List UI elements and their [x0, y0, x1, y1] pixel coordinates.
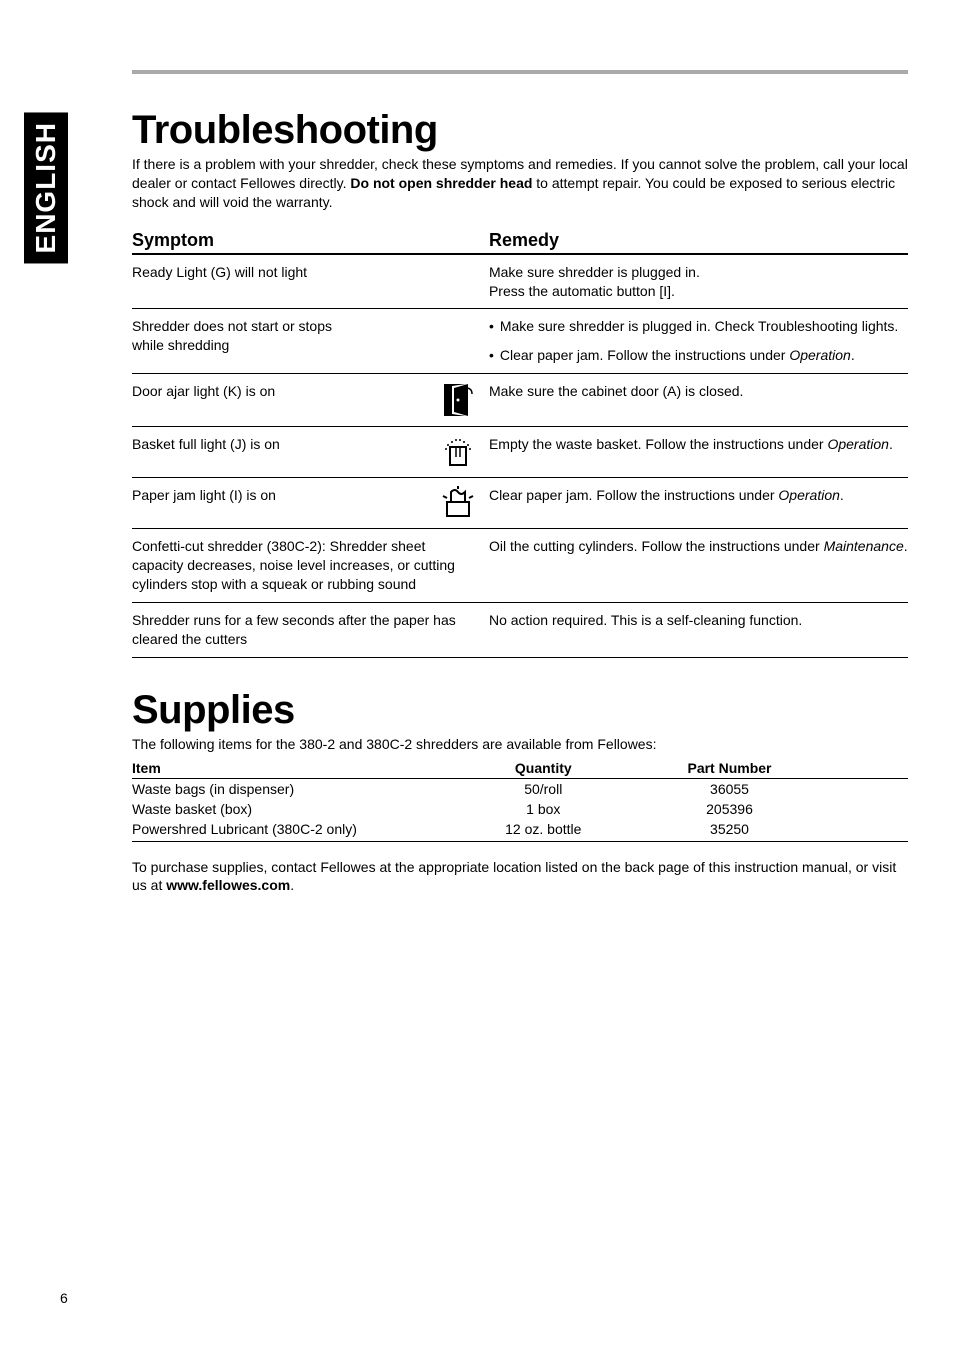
- supplies-intro: The following items for the 380-2 and 38…: [132, 735, 908, 754]
- cell-qty: 50/roll: [458, 781, 629, 797]
- cell-qty: 1 box: [458, 801, 629, 817]
- header-part: Part Number: [629, 760, 831, 776]
- symptom-text: Confetti-cut shredder (380C-2): Shredder…: [132, 537, 479, 594]
- header-qty: Quantity: [458, 760, 629, 776]
- paper-jam-icon: [437, 486, 479, 520]
- door-ajar-icon: [437, 382, 479, 418]
- bullet-text-a: Clear paper jam. Follow the instructions…: [500, 347, 789, 363]
- symptom-text: Shredder does not start or stops while s…: [132, 317, 479, 355]
- remedy-text: Empty the waste basket. Follow the instr…: [489, 435, 908, 454]
- symptom-line: while shredding: [132, 336, 479, 355]
- page-number: 6: [60, 1290, 68, 1306]
- remedy-text: Make sure shredder is plugged in. Press …: [489, 263, 908, 301]
- table-row: Basket full light (J) is on Empty the wa…: [132, 427, 908, 478]
- remedy-text: No action required. This is a self-clean…: [489, 611, 908, 630]
- remedy-text: Make sure the cabinet door (A) is closed…: [489, 382, 908, 401]
- remedy-italic: Maintenance: [824, 538, 904, 554]
- footer-bold: www.fellowes.com: [166, 877, 290, 893]
- remedy-bullet: • Make sure shredder is plugged in. Chec…: [489, 317, 908, 336]
- supplies-row: Waste basket (box) 1 box 205396: [132, 799, 908, 819]
- symptom-text: Paper jam light (I) is on: [132, 486, 423, 505]
- cell-part: 35250: [629, 821, 831, 837]
- bullet-text: Make sure shredder is plugged in. Check …: [500, 317, 898, 336]
- table-row: Ready Light (G) will not light Make sure…: [132, 255, 908, 310]
- cell-item: Powershred Lubricant (380C-2 only): [132, 821, 458, 837]
- table-row: Shredder runs for a few seconds after th…: [132, 603, 908, 658]
- remedy-italic: Operation: [778, 487, 839, 503]
- supplies-footer: To purchase supplies, contact Fellowes a…: [132, 858, 908, 896]
- symptom-line: Shredder does not start or stops: [132, 317, 479, 336]
- remedy-bullet: • Clear paper jam. Follow the instructio…: [489, 346, 908, 365]
- supplies-heading: Supplies: [132, 688, 908, 733]
- remedy-italic: Operation: [827, 436, 888, 452]
- table-row: Door ajar light (K) is on Make sure the …: [132, 374, 908, 427]
- basket-full-icon: [437, 435, 479, 469]
- supplies-row: Waste bags (in dispenser) 50/roll 36055: [132, 779, 908, 799]
- bullet-dot: •: [489, 346, 494, 365]
- table-header: Symptom Remedy: [132, 230, 908, 255]
- remedy-line: Press the automatic button [I].: [489, 282, 908, 301]
- remedy-a: Empty the waste basket. Follow the instr…: [489, 436, 828, 452]
- remedy-text: • Make sure shredder is plugged in. Chec…: [489, 317, 908, 365]
- remedy-text: Clear paper jam. Follow the instructions…: [489, 486, 908, 505]
- symptom-text: Shredder runs for a few seconds after th…: [132, 611, 479, 649]
- header-item: Item: [132, 760, 458, 776]
- remedy-b: .: [889, 436, 893, 452]
- page-content: Troubleshooting If there is a problem wi…: [132, 108, 908, 895]
- troubleshooting-heading: Troubleshooting: [132, 108, 908, 153]
- cell-item: Waste basket (box): [132, 801, 458, 817]
- bullet-text: Clear paper jam. Follow the instructions…: [500, 346, 855, 365]
- remedy-a: Clear paper jam. Follow the instructions…: [489, 487, 778, 503]
- remedy-b: .: [840, 487, 844, 503]
- table-row: Paper jam light (I) is on Clear paper ja…: [132, 478, 908, 529]
- cell-part: 36055: [629, 781, 831, 797]
- top-rule: [132, 70, 908, 74]
- remedy-b: .: [904, 538, 908, 554]
- language-tab: ENGLISH: [24, 112, 68, 263]
- footer-b: .: [290, 877, 294, 893]
- bullet-dot: •: [489, 317, 494, 336]
- supplies-table: Item Quantity Part Number Waste bags (in…: [132, 760, 908, 842]
- symptom-text: Basket full light (J) is on: [132, 435, 423, 454]
- bullet-italic: Operation: [789, 347, 850, 363]
- supplies-divider: [132, 841, 908, 842]
- symptom-text: Door ajar light (K) is on: [132, 382, 423, 401]
- remedy-a: Oil the cutting cylinders. Follow the in…: [489, 538, 824, 554]
- troubleshooting-intro: If there is a problem with your shredder…: [132, 155, 908, 212]
- remedy-text: Oil the cutting cylinders. Follow the in…: [489, 537, 908, 556]
- table-row: Confetti-cut shredder (380C-2): Shredder…: [132, 529, 908, 603]
- header-remedy: Remedy: [489, 230, 908, 251]
- symptom-text: Ready Light (G) will not light: [132, 263, 479, 282]
- bullet-text-b: .: [851, 347, 855, 363]
- cell-qty: 12 oz. bottle: [458, 821, 629, 837]
- table-row: Shredder does not start or stops while s…: [132, 309, 908, 374]
- supplies-section: Supplies The following items for the 380…: [132, 688, 908, 896]
- intro-bold: Do not open shredder head: [350, 175, 532, 191]
- supplies-header: Item Quantity Part Number: [132, 760, 908, 779]
- cell-part: 205396: [629, 801, 831, 817]
- cell-item: Waste bags (in dispenser): [132, 781, 458, 797]
- header-symptom: Symptom: [132, 230, 489, 251]
- supplies-row: Powershred Lubricant (380C-2 only) 12 oz…: [132, 819, 908, 839]
- remedy-line: Make sure shredder is plugged in.: [489, 263, 908, 282]
- troubleshooting-table: Symptom Remedy Ready Light (G) will not …: [132, 230, 908, 658]
